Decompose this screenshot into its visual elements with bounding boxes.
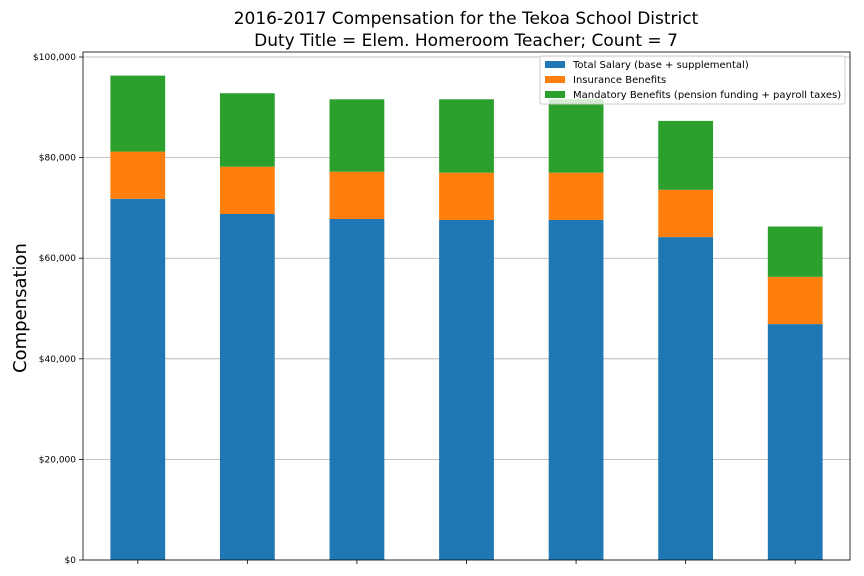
- bar-segment-2: [219, 166, 275, 214]
- bar-segment-1: [219, 213, 275, 561]
- chart-title: 2016-2017 Compensation for the Tekoa Sch…: [234, 9, 699, 29]
- bar-segment-3: [658, 120, 714, 190]
- legend-label: Total Salary (base + supplemental): [572, 60, 749, 71]
- bar-segment-3: [219, 93, 275, 167]
- bar-segment-1: [110, 198, 166, 561]
- legend-swatch: [545, 61, 565, 68]
- legend-label: Insurance Benefits: [573, 75, 666, 86]
- bar-segment-3: [767, 226, 823, 277]
- bar-segment-2: [439, 172, 494, 220]
- legend-swatch: [545, 91, 565, 98]
- y-tick-label: $0: [65, 556, 77, 566]
- y-tick-label: $100,000: [33, 53, 76, 63]
- legend-label: Mandatory Benefits (pension funding + pa…: [573, 90, 841, 101]
- bar-segment-2: [658, 189, 714, 238]
- y-tick-label: $60,000: [39, 254, 76, 264]
- bar-segment-2: [329, 171, 385, 219]
- bar-segment-2: [767, 276, 823, 325]
- y-tick-label: $80,000: [39, 154, 76, 164]
- bar-segment-1: [329, 218, 385, 560]
- legend-swatch: [545, 76, 565, 83]
- plot-frame: [82, 51, 851, 561]
- bar-segment-2: [110, 151, 166, 199]
- bar-segment-3: [439, 99, 494, 173]
- axes: $0 $20,000 $40,000 $60,000 $80,000 $100,000: [33, 51, 851, 566]
- y-tick-label: $20,000: [39, 455, 76, 465]
- y-tick-label: $40,000: [39, 355, 76, 365]
- legend-box: [539, 55, 846, 105]
- bar-segment-1: [658, 237, 714, 560]
- bar-segment-3: [548, 99, 604, 173]
- bars: [110, 75, 823, 561]
- legend: Total Salary (base + supplemental) Insura…: [539, 55, 846, 105]
- bar-segment-3: [329, 99, 385, 172]
- chart-subtitle: Duty Title = Elem. Homeroom Teacher; Cou…: [254, 31, 678, 51]
- y-axis-label: Compensation: [10, 243, 31, 373]
- bar-segment-1: [439, 219, 494, 561]
- bar-segment-1: [767, 324, 823, 560]
- bar-segment-3: [110, 75, 166, 152]
- bar-segment-2: [548, 172, 604, 220]
- bar-segment-1: [548, 219, 604, 561]
